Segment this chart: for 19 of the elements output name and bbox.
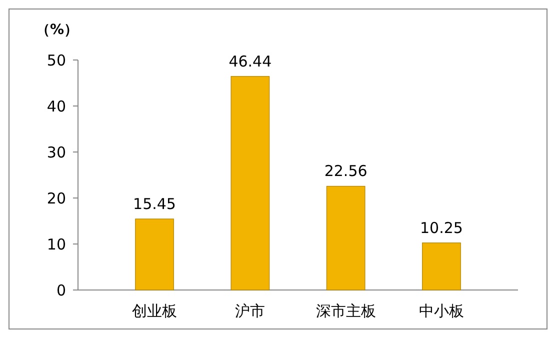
bar <box>422 242 461 290</box>
x-tick-label: 创业板 <box>132 302 178 320</box>
y-tick-label: 40 <box>46 97 66 116</box>
bar <box>326 186 366 290</box>
data-label: 22.56 <box>324 162 368 180</box>
y-axis-title: （%） <box>36 22 78 38</box>
y-tick-label: 30 <box>46 143 66 162</box>
bar <box>230 76 270 290</box>
x-tick-label: 深市主板 <box>316 302 376 320</box>
x-tick-label: 中小板 <box>418 302 464 320</box>
data-label: 15.45 <box>133 194 176 213</box>
x-tick-label: 沪市 <box>235 302 266 320</box>
y-tick-label: 20 <box>46 189 66 208</box>
y-tick-label: 10 <box>46 235 66 254</box>
bar <box>135 218 174 290</box>
y-tick-label: 0 <box>56 281 66 300</box>
data-label: 46.44 <box>228 52 272 70</box>
data-label: 10.25 <box>420 218 463 237</box>
y-tick-label: 50 <box>46 51 66 70</box>
